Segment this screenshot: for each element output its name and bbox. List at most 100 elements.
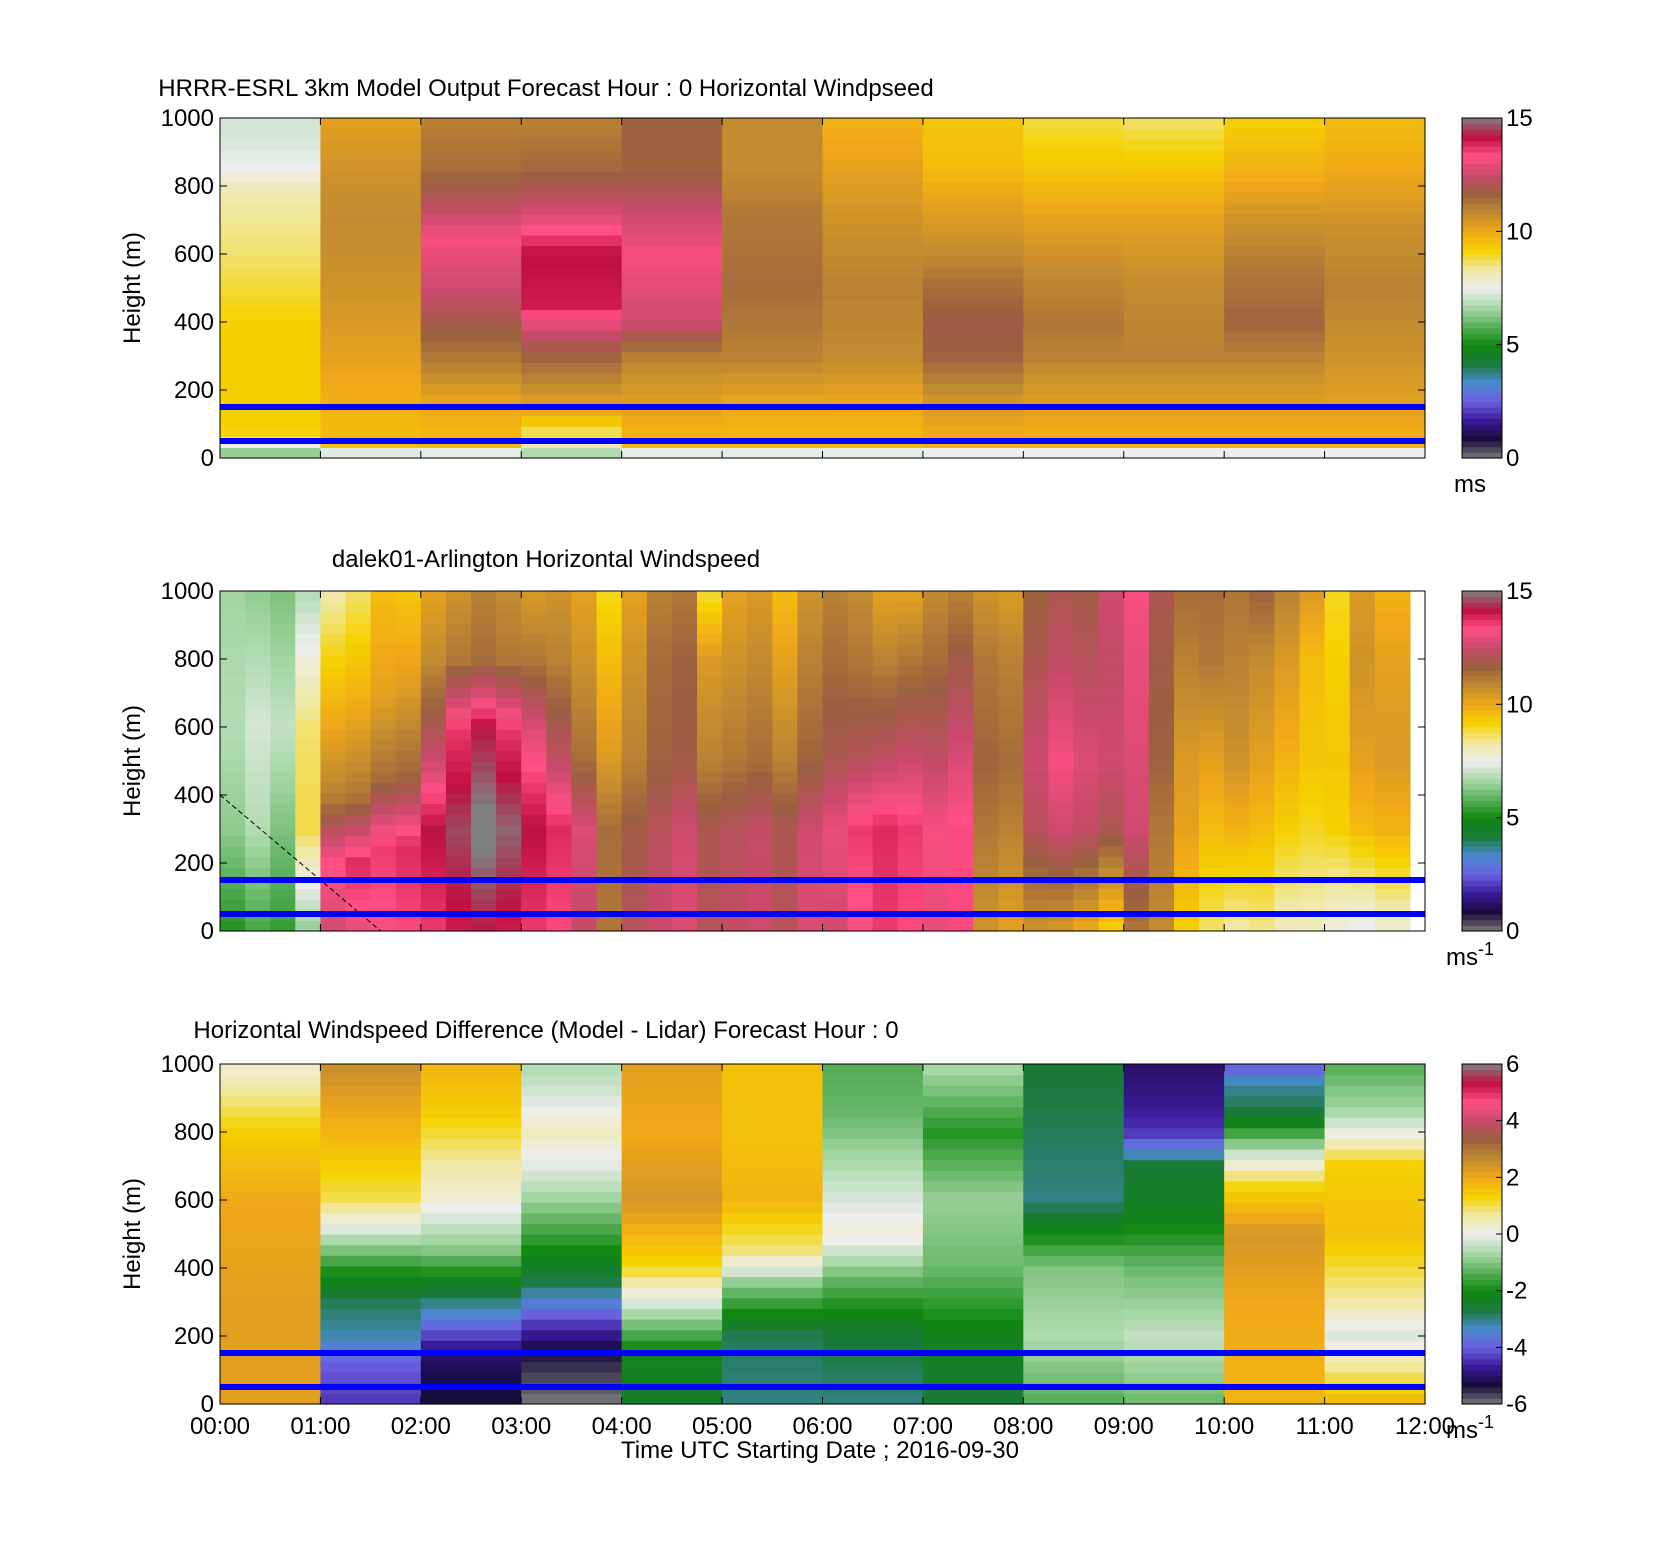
heatmap-cell bbox=[546, 707, 573, 720]
heatmap-cell bbox=[420, 309, 522, 321]
heatmap-cell bbox=[621, 192, 723, 204]
colorbar-segment bbox=[1462, 339, 1502, 346]
x-axis-label: Time UTC Starting Date ; 2016-09-30 bbox=[621, 1437, 1019, 1464]
heatmap-cell bbox=[722, 192, 824, 204]
heatmap-cell bbox=[948, 644, 974, 656]
heatmap-cell bbox=[420, 867, 447, 879]
heatmap-cell bbox=[621, 1244, 723, 1256]
heatmap-cell bbox=[722, 277, 824, 289]
heatmap-cell bbox=[822, 319, 924, 332]
heatmap-cell bbox=[496, 729, 522, 741]
heatmap-cell bbox=[220, 867, 246, 879]
colorbar-segment bbox=[1462, 1313, 1502, 1320]
heatmap-cell bbox=[220, 351, 322, 363]
y-tick-label: 800 bbox=[174, 646, 214, 673]
colorbar-segment bbox=[1462, 237, 1502, 244]
heatmap-cell bbox=[571, 888, 598, 900]
heatmap-cell bbox=[722, 160, 824, 172]
heatmap-cell bbox=[722, 118, 824, 130]
heatmap-cell bbox=[1023, 718, 1050, 730]
heatmap-cell bbox=[621, 1106, 723, 1118]
heatmap-cell bbox=[722, 622, 748, 635]
heatmap-cell bbox=[1048, 803, 1075, 815]
heatmap-cell bbox=[370, 591, 397, 603]
colorbar-segment bbox=[1462, 1256, 1502, 1263]
heatmap-cell bbox=[646, 771, 673, 783]
heatmap-cell bbox=[1123, 1202, 1225, 1214]
heatmap-cell bbox=[722, 203, 824, 215]
heatmap-cell bbox=[822, 415, 924, 427]
heatmap-cell bbox=[847, 665, 874, 677]
heatmap-cell bbox=[671, 899, 698, 911]
heatmap-cell bbox=[671, 771, 698, 783]
colorbar-unit: ms-1 bbox=[1446, 1412, 1494, 1444]
heatmap-cell bbox=[922, 1255, 1024, 1267]
heatmap-cell bbox=[671, 686, 698, 698]
heatmap-cell bbox=[922, 665, 949, 677]
heatmap-cell bbox=[295, 686, 322, 698]
heatmap-cell bbox=[320, 761, 347, 773]
heatmap-cell bbox=[897, 920, 924, 932]
heatmap-cell bbox=[897, 707, 924, 720]
heatmap-cell bbox=[1224, 771, 1250, 783]
colorbar-segment bbox=[1462, 322, 1502, 329]
colorbar-frame bbox=[1461, 590, 1503, 932]
heatmap-cell bbox=[1324, 1329, 1426, 1341]
heatmap-cell bbox=[1199, 814, 1225, 826]
heatmap-cell bbox=[797, 888, 824, 900]
heatmap-cell bbox=[1023, 739, 1050, 751]
heatmap-cell bbox=[1224, 245, 1326, 257]
heatmap-cell bbox=[822, 181, 924, 193]
heatmap-cell bbox=[1123, 118, 1225, 130]
heatmap-cell bbox=[1299, 920, 1326, 932]
heatmap-cell bbox=[1023, 824, 1050, 836]
colorbar-tick-label: -6 bbox=[1506, 1391, 1527, 1418]
heatmap-cell bbox=[220, 1138, 322, 1150]
heatmap-cell bbox=[922, 351, 1024, 363]
heatmap-cell bbox=[1023, 1393, 1125, 1405]
x-tick-label: 01:00 bbox=[290, 1413, 350, 1440]
heatmap-cell bbox=[521, 1297, 623, 1309]
heatmap-cell bbox=[471, 846, 497, 858]
heatmap-cell bbox=[948, 697, 974, 709]
colorbar-segment bbox=[1462, 727, 1502, 734]
heatmap-cell bbox=[295, 644, 322, 656]
colorbar-segment bbox=[1462, 619, 1502, 626]
heatmap-cell bbox=[646, 814, 673, 826]
heatmap-cell bbox=[596, 676, 623, 688]
heatmap-cell bbox=[1148, 803, 1175, 815]
heatmap-cell bbox=[621, 149, 723, 162]
heatmap-cell bbox=[922, 1244, 1024, 1256]
heatmap-cell bbox=[696, 697, 723, 709]
heatmap-cell bbox=[1123, 1244, 1225, 1256]
heatmap-cell bbox=[872, 665, 899, 677]
heatmap-cell bbox=[621, 771, 648, 783]
heatmap-cell bbox=[822, 394, 924, 406]
heatmap-cell bbox=[220, 1244, 322, 1256]
heatmap-cell bbox=[822, 1319, 924, 1331]
colorbar-tick-label: -2 bbox=[1506, 1278, 1527, 1305]
heatmap-cell bbox=[1349, 622, 1376, 635]
heatmap-cell bbox=[1123, 856, 1150, 868]
heatmap-cell bbox=[320, 309, 422, 321]
heatmap-cell bbox=[320, 1212, 422, 1224]
heatmap-cell bbox=[220, 149, 322, 162]
heatmap-cell bbox=[1048, 750, 1075, 762]
heatmap-cell bbox=[546, 803, 573, 815]
heatmap-cell bbox=[320, 266, 422, 278]
colorbar-segment bbox=[1462, 715, 1502, 722]
heatmap-cell bbox=[270, 729, 296, 741]
heatmap-cell bbox=[722, 394, 824, 406]
heatmap-cell bbox=[671, 697, 698, 709]
heatmap-cell bbox=[1148, 665, 1175, 677]
heatmap-cell bbox=[445, 750, 472, 762]
heatmap-cell bbox=[1249, 920, 1275, 932]
heatmap-cell bbox=[747, 739, 773, 751]
heatmap-cell bbox=[471, 888, 497, 900]
heatmap-cell bbox=[220, 1319, 322, 1331]
heatmap-cell bbox=[295, 622, 322, 635]
heatmap-cell bbox=[621, 622, 648, 635]
heatmap-cell bbox=[220, 1350, 322, 1363]
heatmap-cell bbox=[973, 622, 999, 635]
heatmap-cell bbox=[621, 404, 723, 417]
